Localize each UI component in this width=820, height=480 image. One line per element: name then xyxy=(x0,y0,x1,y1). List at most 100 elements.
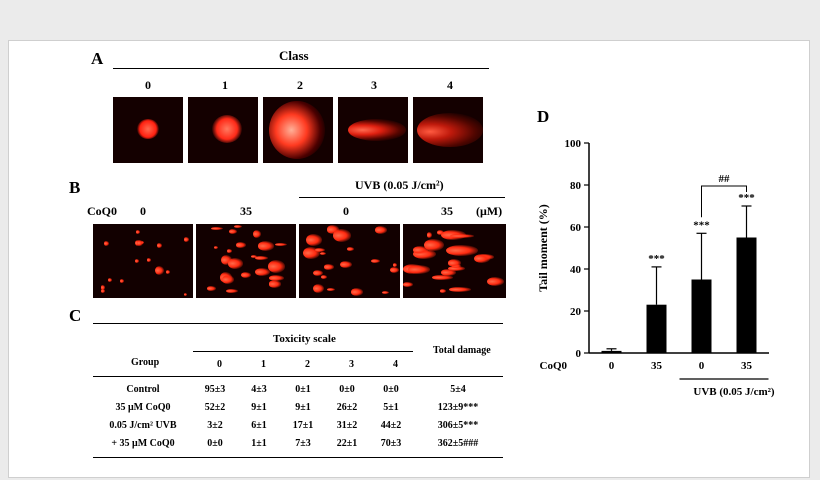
group-header: Group xyxy=(131,357,160,368)
comet-spot xyxy=(448,265,466,272)
comet-spot xyxy=(206,286,216,291)
comet-spot xyxy=(423,239,444,252)
scale-level: 0 xyxy=(217,359,222,370)
comet-spot xyxy=(147,258,151,262)
table-header-rule xyxy=(93,376,503,377)
dose-unit: (μM) xyxy=(476,204,503,218)
total-cell: 362±5### xyxy=(437,437,479,449)
value-cell: 4±3 xyxy=(251,383,267,395)
comet-spot xyxy=(235,242,246,248)
comet-spot xyxy=(135,258,140,263)
scale-level: 1 xyxy=(261,359,266,370)
comet-spot xyxy=(327,225,339,234)
comet-spot xyxy=(257,241,274,251)
value-cell: 5±1 xyxy=(383,401,399,413)
value-cell: 0±0 xyxy=(207,437,223,449)
value-cell: 9±1 xyxy=(251,401,267,413)
group-cell: + 35 μM CoQ0 xyxy=(111,437,175,449)
comet-spot xyxy=(120,278,125,283)
comet-spot xyxy=(137,240,144,246)
y-tick-label: 100 xyxy=(565,138,582,150)
comet-image-class-1 xyxy=(188,97,258,163)
comet-spot xyxy=(487,276,505,286)
comet-spot xyxy=(371,259,380,264)
comet-spot xyxy=(226,248,232,254)
table-top-rule xyxy=(93,323,503,324)
comet-spot xyxy=(210,226,223,231)
group-cell: Control xyxy=(126,383,160,395)
comet-spot xyxy=(306,234,322,247)
y-tick-label: 0 xyxy=(576,348,582,360)
y-axis-label: Tail moment (%) xyxy=(536,204,550,292)
uvb-header: UVB (0.05 J/cm²) xyxy=(355,178,444,192)
comet-spot xyxy=(408,265,431,274)
tail-moment-chart: 0 20 40 60 80 100 Tail moment (%) 0 *** 35 *** 0 ***… xyxy=(536,138,775,398)
group-cell: 0.05 J/cm² UVB xyxy=(109,419,177,431)
x-tick-label: 0 xyxy=(609,360,615,372)
uvb-header-rule xyxy=(299,197,505,198)
bar xyxy=(736,237,757,353)
dose-label: 35 xyxy=(441,204,453,218)
comet-spot xyxy=(339,260,352,269)
comet-spot xyxy=(321,275,327,280)
comet-spot xyxy=(320,251,326,255)
comet-spot xyxy=(225,288,238,294)
y-tick-label: 60 xyxy=(570,222,582,234)
comet-spot xyxy=(275,242,287,247)
comet-spot xyxy=(315,248,325,253)
comet-spot xyxy=(412,248,436,260)
value-cell: 95±3 xyxy=(204,383,226,395)
comet-spot xyxy=(446,244,479,257)
comet-spot xyxy=(432,274,453,281)
panel-b-letter: B xyxy=(69,178,81,197)
y-tick-label: 40 xyxy=(570,264,582,276)
value-cell: 17±1 xyxy=(292,419,314,431)
value-cell: 26±2 xyxy=(336,401,358,413)
comet-spot xyxy=(267,259,286,273)
treatment-label: CoQ0 xyxy=(87,204,117,218)
comet-spot xyxy=(313,270,323,277)
y-tick-label: 20 xyxy=(570,306,582,318)
comet-spot xyxy=(412,245,428,254)
uvb-group-label: UVB (0.05 J/cm²) xyxy=(693,386,775,398)
comet-spot xyxy=(165,269,170,274)
comet-spot xyxy=(374,225,387,234)
significance-label: *** xyxy=(648,253,665,265)
class-label: 0 xyxy=(145,78,151,92)
value-cell: 0±0 xyxy=(383,383,399,395)
comet-spot xyxy=(253,229,262,238)
value-cell: 3±2 xyxy=(207,419,223,431)
panel-c-letter: C xyxy=(69,306,82,325)
comet-image-class-2 xyxy=(263,97,333,163)
scale-header: Toxicity scale xyxy=(273,333,336,345)
total-header: Total damage xyxy=(433,345,491,356)
comet-spot xyxy=(234,224,243,228)
comet-spot xyxy=(268,274,285,281)
value-cell: 22±1 xyxy=(336,437,358,449)
comet-spot xyxy=(268,280,282,288)
dose-label: 0 xyxy=(140,204,146,218)
toxicity-table: Control 95±3 4±3 0±1 0±0 0±0 5±4 35 μM C… xyxy=(93,380,503,452)
scale-level: 3 xyxy=(349,359,354,370)
comet-field-uvb-coq0 xyxy=(403,224,506,298)
figure-frame: A Class 0 1 2 3 4 B UVB (0.05 J/cm²) CoQ… xyxy=(8,40,810,478)
class-label: 3 xyxy=(371,78,377,92)
value-cell: 52±2 xyxy=(204,401,226,413)
comet-field-uvb xyxy=(299,224,400,298)
comet-spot xyxy=(240,272,251,278)
table-row: + 35 μM CoQ0 0±0 1±1 7±3 22±1 70±3 362±5… xyxy=(93,434,503,452)
class-header-rule xyxy=(113,68,489,69)
class-header: Class xyxy=(279,48,309,63)
comet-spot xyxy=(439,289,446,293)
class-label: 2 xyxy=(297,78,303,92)
x-tick-label: 35 xyxy=(741,360,753,372)
comet-image-class-0 xyxy=(113,97,183,163)
value-cell: 31±2 xyxy=(336,419,358,431)
comet-image-class-4 xyxy=(413,97,483,163)
comet-spot xyxy=(221,255,232,266)
significance-label: *** xyxy=(693,219,710,231)
comet-spot xyxy=(347,247,354,251)
comet-spot xyxy=(254,255,269,261)
class-label: 1 xyxy=(222,78,228,92)
table-row: 0.05 J/cm² UVB 3±2 6±1 17±1 31±2 44±2 30… xyxy=(93,416,503,434)
